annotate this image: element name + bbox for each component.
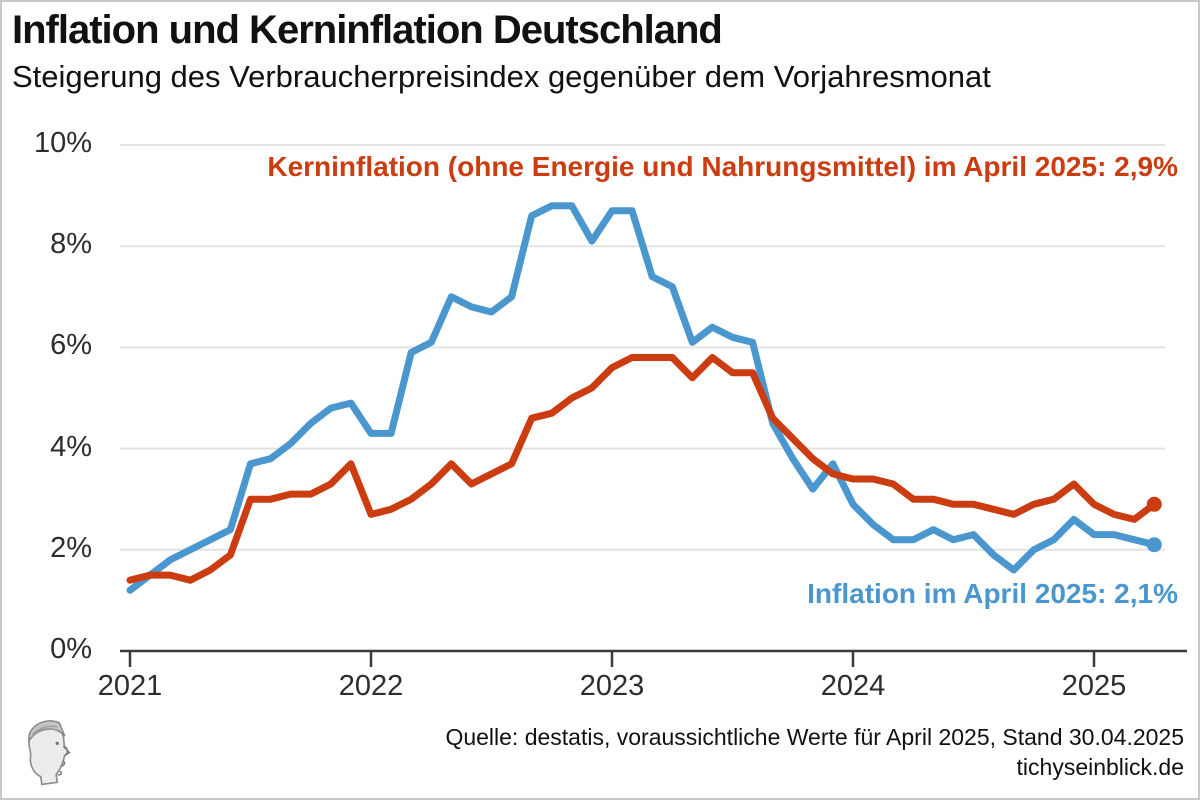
x-axis-label: 2021 [97, 670, 163, 702]
website-note: tichyseinblick.de [1016, 754, 1184, 780]
logo-eye [55, 741, 59, 745]
y-axis-label: 10% [33, 127, 92, 159]
y-axis-label: 6% [50, 329, 92, 362]
core-inflation-line [126, 354, 1158, 584]
y-axis-label: 2% [50, 531, 92, 564]
y-axis-label: 8% [50, 228, 92, 261]
page-title: Inflation und Kerninflation Deutschland [12, 8, 723, 52]
y-axis-label: 0% [50, 633, 92, 665]
source-note: Quelle: destatis, voraussichtliche Werte… [445, 724, 1184, 750]
inflation-annotation: Inflation im April 2025: 2,1% [807, 578, 1178, 609]
tichys-einblick-logo [28, 720, 71, 786]
x-axis-label: 2024 [820, 670, 886, 702]
inflation-line [126, 202, 1158, 594]
logo-face-lines [57, 745, 71, 776]
logo-wing-lines [30, 725, 61, 739]
x-axis-label: 2022 [338, 670, 404, 702]
core-inflation-end-dot [1146, 496, 1162, 512]
core-inflation-annotation: Kerninflation (ohne Energie und Nahrungs… [267, 151, 1178, 182]
page-subtitle: Steigerung des Verbraucherpreisindex geg… [12, 59, 991, 94]
y-axis-label: 4% [50, 430, 92, 463]
inflation-end-dot [1146, 537, 1162, 553]
x-axis-label: 2025 [1061, 670, 1127, 702]
logo-head [28, 722, 69, 786]
x-axis-label: 2023 [579, 670, 645, 702]
